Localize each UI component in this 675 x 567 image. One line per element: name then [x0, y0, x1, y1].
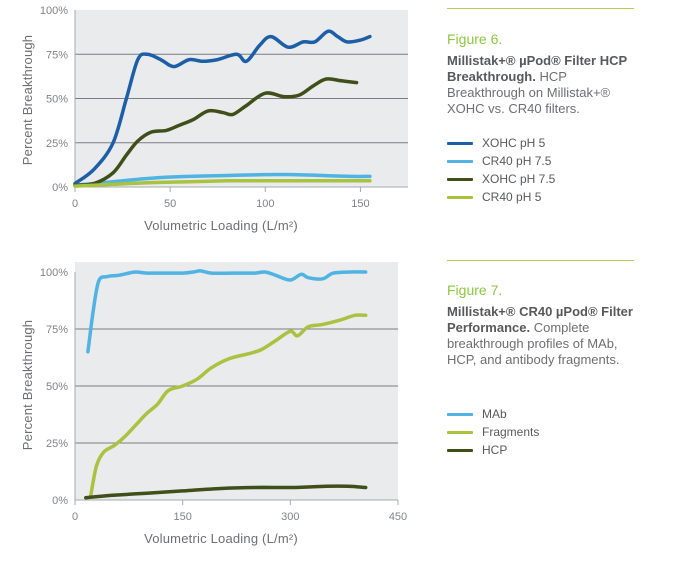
fig7-x-tick-labels: 0 150 300 450: [72, 511, 407, 523]
fig6-series-cr40-ph-5-line: [73, 179, 372, 188]
fig7-legend-swatch: [447, 430, 473, 434]
fig7-y-tick-label: 25%: [46, 438, 68, 450]
fig6-x-tick-label: 150: [351, 198, 369, 210]
fig6-y-tick-labels: 0% 25% 50% 75% 100%: [40, 5, 68, 194]
fig6-legend-item-xohc-ph-7-5: XOHC pH 7.5: [447, 170, 555, 188]
fig7-legend-item-fragments: Fragments: [447, 423, 539, 441]
fig6-series-xohc-ph-7-5-line: [73, 77, 359, 187]
fig6-series-lines: [73, 29, 372, 188]
fig6-title: Millistak+® µPod® Filter HCP Breakthroug…: [447, 53, 627, 84]
fig6-label: Figure 6.: [447, 31, 503, 47]
fig6-legend-item-cr40-ph-5: CR40 pH 5: [447, 188, 555, 206]
fig7-label: Figure 7.: [447, 282, 503, 298]
fig6-legend-swatch: [447, 141, 473, 145]
fig7-y-tick-labels: 0% 25% 50% 75% 100%: [40, 267, 68, 507]
fig7-series-fragments-line: [89, 313, 368, 498]
fig6-x-tick-label: 50: [164, 198, 176, 210]
fig7-series-mab-line: [86, 269, 368, 354]
fig6-legend-label: XOHC pH 5: [482, 136, 546, 150]
fig7-x-axis-title: Volumetric Loading (L/m²): [144, 531, 298, 546]
fig7-plot-background: [75, 262, 398, 500]
fig6-caption: HCP Breakthrough on Millistak+® XOHC vs.…: [447, 69, 611, 116]
fig6-x-axis-title: Volumetric Loading (L/m²): [144, 218, 298, 233]
fig7-legend-swatch: [447, 412, 473, 416]
fig7-y-tick-label: 100%: [40, 267, 68, 279]
fig6-legend-item-cr40-ph-7-5: CR40 pH 7.5: [447, 152, 555, 170]
fig6-legend-label: XOHC pH 7.5: [482, 172, 556, 186]
fig6-divider: [447, 8, 634, 9]
chart-fig6: 0% 25% 50% 75% 100% 0 50 100 150 Volumetric Loa…: [20, 5, 408, 233]
fig7-x-tick-label: 0: [72, 511, 78, 523]
fig6-legend-swatch: [447, 195, 473, 199]
fig7-legend-item-mab: MAb: [447, 405, 539, 423]
fig7-legend-label: MAb: [482, 407, 507, 421]
fig6-x-tick-labels: 0 50 100 150: [72, 198, 370, 210]
fig6-x-tick-label: 0: [72, 198, 78, 210]
fig6-y-tick-label: 25%: [46, 138, 68, 150]
fig6-legend-swatch: [447, 159, 473, 163]
fig6-series-cr40-ph-7-5-line: [73, 172, 372, 187]
fig6-legend-swatch: [447, 177, 473, 181]
fig7-legend-label: HCP: [482, 443, 508, 457]
chart-fig7: 0% 25% 50% 75% 100% 0 150 300 450 Volumetric Lo…: [20, 262, 407, 546]
fig6-y-tick-label: 100%: [40, 5, 68, 17]
fig7-y-tick-label: 50%: [46, 381, 68, 393]
fig6-y-axis-title: Percent Breakthrough: [20, 35, 35, 165]
fig6-series-xohc-ph-5-line: [73, 29, 372, 186]
fig7-x-tick-label: 150: [173, 511, 191, 523]
fig7-legend-swatch: [447, 448, 473, 452]
fig6-x-tick-label: 100: [256, 198, 274, 210]
fig6-gridlines: [74, 10, 408, 192]
fig7-legend: MAb Fragments HCP: [447, 405, 539, 459]
fig7-y-tick-label: 0%: [52, 495, 68, 507]
fig7-y-axis-title: Percent Breakthrough: [20, 320, 35, 450]
fig6-legend-item-xohc-ph-5: XOHC pH 5: [447, 134, 555, 152]
fig7-series-hcp-line: [84, 484, 368, 500]
fig7-legend-item-hcp: HCP: [447, 441, 539, 459]
fig6-caption-block: Figure 6. Millistak+® µPod® Filter HCP B…: [447, 31, 647, 117]
fig7-series-lines: [84, 269, 368, 500]
fig7-caption-block: Figure 7. Millistak+® CR40 µPod® Filter …: [447, 282, 647, 368]
fig7-legend-label: Fragments: [482, 425, 540, 439]
fig6-legend-label: CR40 pH 7.5: [482, 154, 552, 168]
fig6-y-tick-label: 0%: [52, 182, 68, 194]
fig7-x-tick-label: 300: [281, 511, 299, 523]
fig7-caption: Complete breakthrough profiles of MAb, H…: [447, 320, 620, 367]
fig7-title: Millistak+® CR40 µPod® Filter Performanc…: [447, 304, 633, 335]
fig6-legend: XOHC pH 5 CR40 pH 7.5 XOHC pH 7.5 CR40 pH 5: [447, 134, 555, 206]
fig7-gridlines: [74, 272, 399, 505]
fig7-x-tick-label: 450: [389, 511, 407, 523]
fig7-y-tick-label: 75%: [46, 324, 68, 336]
fig6-y-tick-label: 75%: [46, 49, 68, 61]
fig7-divider: [447, 260, 634, 261]
fig6-legend-label: CR40 pH 5: [482, 190, 542, 204]
fig6-y-tick-label: 50%: [46, 94, 68, 106]
